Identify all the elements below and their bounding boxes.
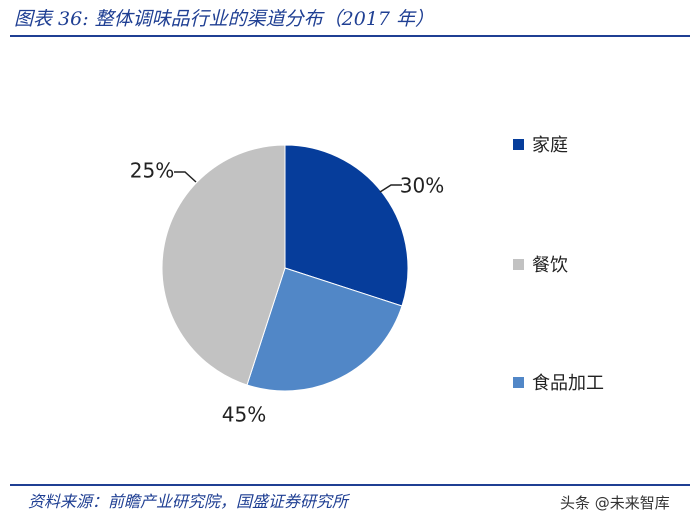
legend-label-family: 家庭	[532, 135, 568, 156]
slice-catering	[161, 144, 286, 386]
legend-swatch-catering	[513, 258, 524, 270]
chart-title: 图表 36: 整体调味品行业的渠道分布（2017 年）	[14, 8, 435, 30]
data-label-1: 25%	[130, 159, 174, 183]
top-divider	[10, 35, 690, 37]
leader-line-0	[379, 184, 402, 193]
pie-slices	[161, 144, 409, 392]
legend-label-food-processing: 食品加工	[532, 373, 604, 394]
legend-label-catering: 餐饮	[532, 255, 568, 276]
legend-item-catering: 餐饮	[513, 251, 568, 277]
slice-family	[284, 144, 409, 307]
watermark: 头条 @未来智库	[560, 494, 670, 512]
leader-lines	[174, 171, 402, 193]
slice-food-processing	[246, 267, 403, 392]
data-label-0: 30%	[400, 174, 444, 198]
legend-item-food-processing: 食品加工	[513, 369, 604, 395]
bottom-divider	[10, 484, 690, 486]
source-note: 资料来源：前瞻产业研究院，国盛证券研究所	[28, 492, 349, 511]
legend-swatch-food-processing	[513, 376, 524, 388]
leader-line-1	[174, 171, 197, 183]
data-label-2: 45%	[222, 403, 266, 427]
legend-swatch-family	[513, 138, 524, 150]
legend-item-family: 家庭	[513, 131, 568, 157]
data-labels: 30% 25% 45%	[130, 159, 444, 427]
